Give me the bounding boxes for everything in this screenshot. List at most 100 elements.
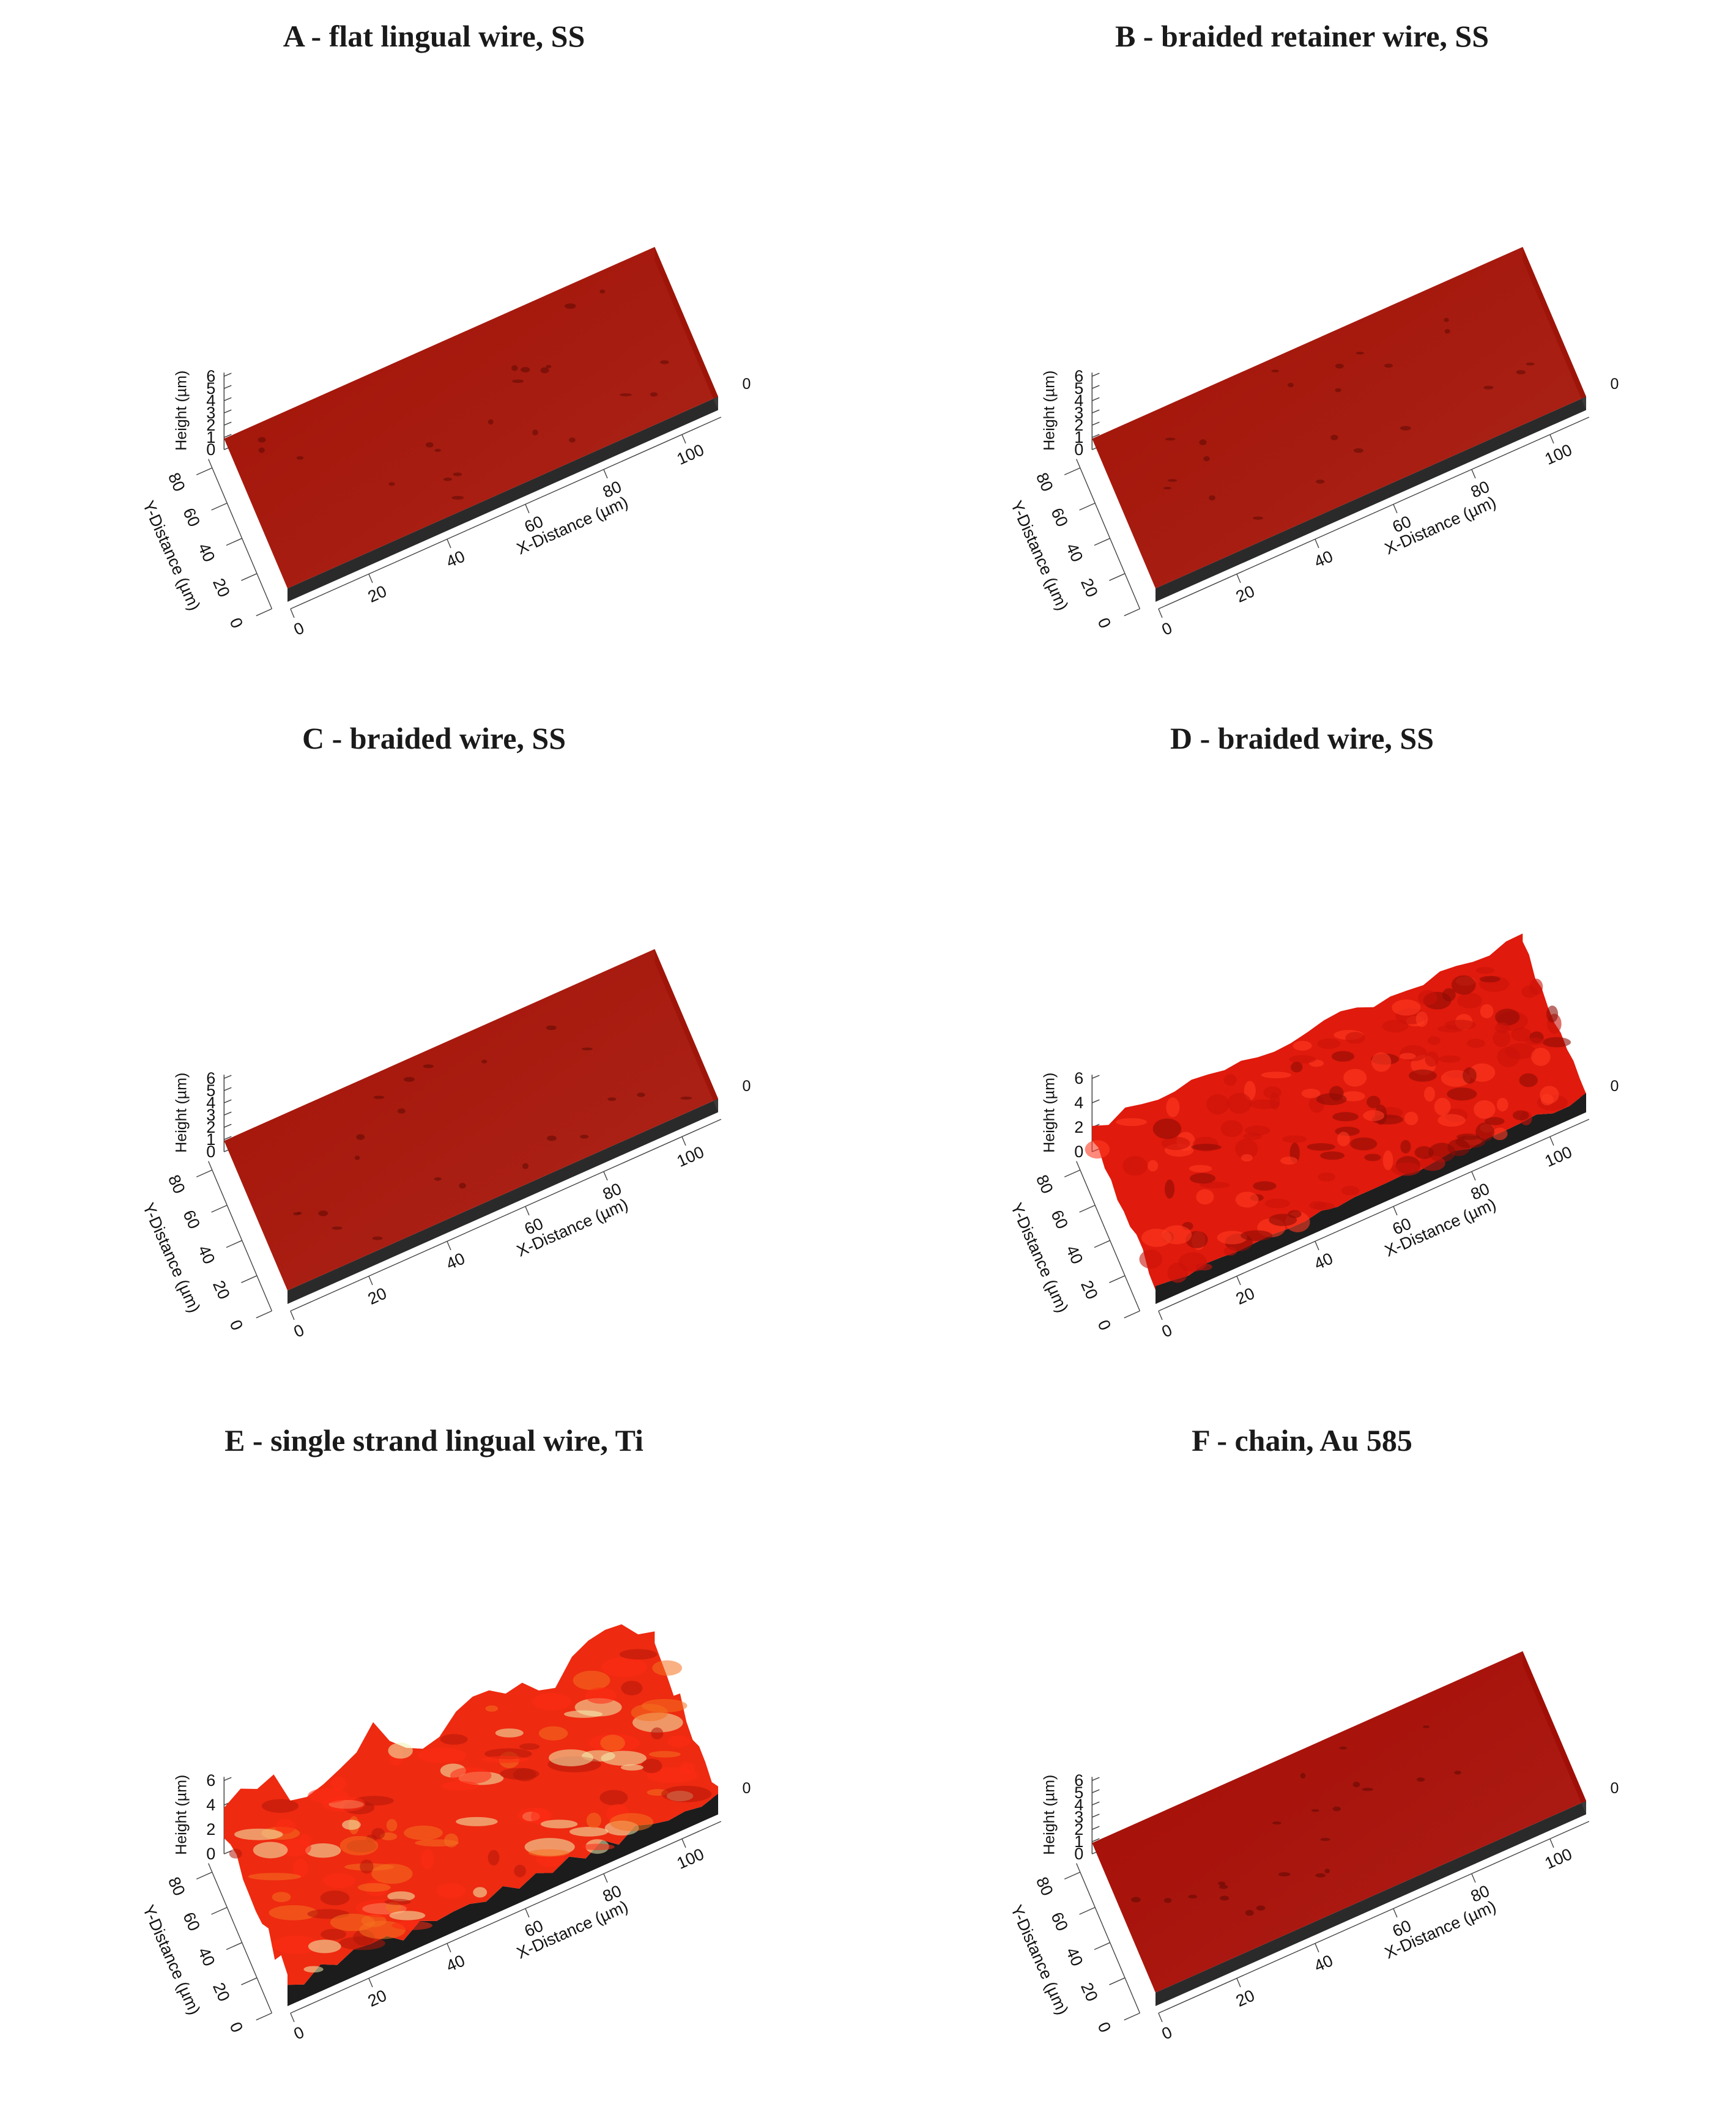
surface-texture xyxy=(569,1827,609,1837)
surface-pit xyxy=(1324,1868,1330,1873)
y-tick-label: 60 xyxy=(1047,505,1072,530)
surface-texture xyxy=(1480,1004,1494,1019)
panel-title: A - flat lingual wire, SS xyxy=(283,19,585,53)
z-tick-label: 0 xyxy=(206,1142,215,1161)
surface-pit xyxy=(512,379,524,383)
surface-pit xyxy=(1287,382,1294,388)
y-tick-label: 80 xyxy=(1033,1172,1057,1196)
y-tick-label: 40 xyxy=(195,541,219,565)
surface-pit xyxy=(1356,352,1364,355)
surface-texture xyxy=(1243,1133,1263,1140)
z-tick-label: 5 xyxy=(206,379,215,398)
surface-texture xyxy=(234,1828,283,1840)
surface-pit xyxy=(481,1059,488,1064)
surface-texture xyxy=(1161,1136,1190,1150)
surface-texture xyxy=(1122,1156,1148,1176)
surface-pit xyxy=(1278,1872,1291,1877)
surface-pit xyxy=(1252,516,1264,520)
z-axis-label: Height (µm) xyxy=(172,371,190,451)
surface-texture xyxy=(485,1705,499,1712)
surface-texture xyxy=(1318,1172,1335,1182)
y-axis-line xyxy=(1076,459,1141,609)
y-tick xyxy=(1079,1906,1096,1915)
surface-texture xyxy=(1364,1153,1381,1161)
surface-texture xyxy=(1519,1073,1538,1087)
z-tick-label: 5 xyxy=(1074,379,1083,398)
y-tick-label: 40 xyxy=(1063,1243,1087,1267)
x-tick xyxy=(1315,1241,1319,1251)
panel-title: E - single strand lingual wire, Ti xyxy=(224,1423,644,1457)
z-tick-label: 6 xyxy=(1074,1771,1083,1790)
y-axis-line xyxy=(1076,1863,1141,2013)
surface-texture xyxy=(1540,1094,1554,1106)
y-tick-label: 0 xyxy=(1094,1317,1115,1333)
surface-pit xyxy=(660,360,669,365)
surface-pit xyxy=(1316,480,1325,484)
surface-pit xyxy=(258,437,266,443)
surface-pit xyxy=(1199,439,1207,446)
y-tick-label: 60 xyxy=(179,1207,204,1232)
y-tick xyxy=(1109,573,1126,581)
z-axis-label: Height (µm) xyxy=(1040,371,1058,451)
surface-texture xyxy=(1289,1055,1316,1064)
surface-texture xyxy=(1085,1140,1110,1159)
surface-texture xyxy=(1511,1028,1532,1042)
surface-texture xyxy=(272,1935,321,1954)
z-tick-label: 2 xyxy=(1074,1820,1083,1839)
corner-tick-label: 0 xyxy=(1611,1780,1619,1797)
z-tick xyxy=(1092,1789,1100,1793)
surface-texture xyxy=(586,1812,602,1829)
z-tick-label: 6 xyxy=(1074,1069,1083,1087)
surface-texture xyxy=(519,1743,540,1750)
surface-texture xyxy=(415,1839,459,1847)
surface-texture xyxy=(1249,1099,1280,1109)
surface-pit xyxy=(1220,1895,1230,1901)
y-tick xyxy=(196,1169,213,1178)
panel-title: D - braided wire, SS xyxy=(1170,721,1434,755)
z-tick-label: 1 xyxy=(1074,1832,1083,1851)
y-tick xyxy=(1064,1872,1081,1880)
z-tick xyxy=(1092,1075,1100,1079)
surface-texture xyxy=(1444,1020,1476,1031)
surface-texture xyxy=(564,1710,603,1718)
x-tick-label: 0 xyxy=(291,618,307,639)
x-tick xyxy=(290,609,295,618)
surface-texture xyxy=(1178,1252,1207,1272)
surface-texture xyxy=(386,1819,398,1832)
x-axis-line xyxy=(1158,417,1590,610)
z-tick-label: 4 xyxy=(206,1094,215,1112)
surface-pit xyxy=(637,1092,645,1097)
z-tick-label: 4 xyxy=(1074,1094,1083,1112)
y-tick xyxy=(1109,1977,1126,1985)
x-tick xyxy=(681,434,686,444)
z-tick xyxy=(224,1136,232,1140)
surface-pit xyxy=(443,477,452,481)
surface-texture xyxy=(488,1850,500,1866)
surface-texture xyxy=(1280,1157,1298,1165)
x-tick-label: 40 xyxy=(1311,1951,1336,1976)
z-tick-label: 4 xyxy=(1074,1796,1083,1814)
surface-texture xyxy=(1463,1067,1477,1084)
surface-pit xyxy=(425,442,434,448)
x-axis-line xyxy=(290,1821,722,2014)
y-tick-label: 40 xyxy=(1063,541,1087,565)
surface-texture xyxy=(1512,1110,1529,1120)
z-tick-label: 3 xyxy=(206,1106,215,1124)
x-tick-label: 40 xyxy=(443,1951,468,1976)
surface-texture xyxy=(308,1788,349,1804)
surface-texture xyxy=(1301,1088,1321,1098)
surface-texture xyxy=(1400,1139,1411,1153)
y-tick-label: 80 xyxy=(1033,1874,1057,1898)
z-tick-label: 5 xyxy=(206,1081,215,1100)
z-tick-label: 4 xyxy=(206,391,215,410)
surface-texture xyxy=(1495,1009,1520,1026)
surface-pit xyxy=(1335,363,1344,369)
surface-texture xyxy=(450,1767,492,1784)
surface-pit xyxy=(511,365,518,371)
x-tick-label: 40 xyxy=(1311,1249,1336,1273)
y-tick-label: 20 xyxy=(1077,576,1102,600)
surface-texture xyxy=(292,1858,308,1878)
y-tick xyxy=(226,538,242,546)
surface-texture xyxy=(1525,1037,1545,1045)
